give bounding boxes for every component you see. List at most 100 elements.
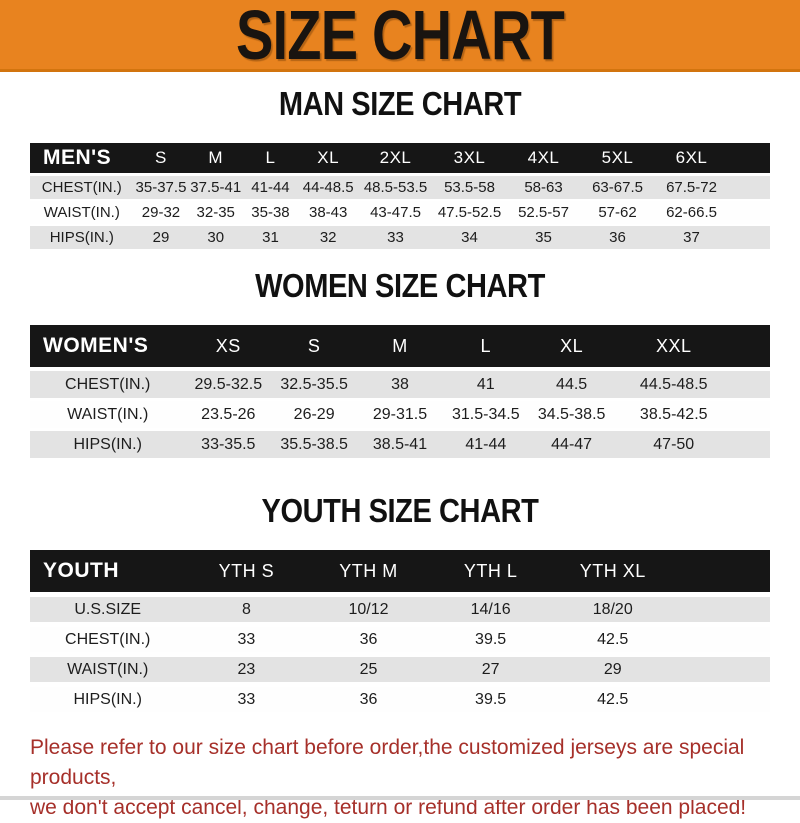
size-value-cell: 37 — [683, 229, 700, 246]
size-value-cell: 33 — [387, 229, 404, 246]
size-value-cell: 39.5 — [475, 630, 507, 648]
women-size-section: WOMEN SIZE CHART WOMEN'S XS S M L XL XXL CHEST(… — [0, 267, 800, 458]
size-column-header: YTH S — [218, 560, 275, 581]
women-section-heading: WOMEN SIZE CHART — [255, 267, 545, 304]
size-value-cell: 35.5-38.5 — [280, 435, 348, 453]
size-value-cell: 35-37.5 — [135, 179, 187, 196]
size-value-cell: 47-50 — [653, 435, 695, 453]
table-row: CHEST(IN.) 29.5-32.5 32.5-35.5 38 41 44.5 44.5… — [30, 371, 770, 398]
size-column-header: 5XL — [601, 148, 634, 167]
man-size-section: MAN SIZE CHART MEN'S S M L XL 2XL 3XL 4XL 5XL 6XL… — [0, 85, 800, 249]
man-section-heading: MAN SIZE CHART — [278, 85, 522, 122]
size-value-cell: 29.5-32.5 — [194, 375, 263, 393]
size-value-cell: 41-44 — [251, 179, 290, 196]
size-value-cell: 67.5-72 — [666, 179, 717, 196]
table-row: HIPS(IN.) 33-35.5 35.5-38.5 38.5-41 41-44 44-… — [30, 431, 770, 458]
notice-line-1: Please refer to our size chart before or… — [30, 736, 745, 789]
size-chart-banner: SIZE CHART — [0, 0, 800, 72]
size-column-header: 2XL — [379, 148, 412, 167]
row-label: HIPS(IN.) — [49, 229, 114, 246]
size-value-cell: 37.5-41 — [190, 179, 242, 196]
size-column-header: L — [480, 335, 492, 356]
size-chart-body: MAN SIZE CHART MEN'S S M L XL 2XL 3XL 4XL 5XL 6XL… — [0, 85, 800, 823]
size-value-cell: 44-48.5 — [302, 179, 354, 196]
size-value-cell: 36 — [609, 229, 626, 246]
youth-section-heading: YOUTH SIZE CHART — [261, 492, 539, 529]
size-column-header: L — [265, 148, 276, 167]
size-column-header: 4XL — [527, 148, 560, 167]
size-value-cell: 32 — [319, 229, 337, 246]
bottom-edge-line — [0, 796, 800, 800]
size-value-cell: 18/20 — [592, 600, 633, 618]
table-header-row: MEN'S S M L XL 2XL 3XL 4XL 5XL 6XL — [30, 143, 770, 173]
footer-notice: Please refer to our size chart before or… — [0, 733, 800, 823]
size-value-cell: 52.5-57 — [518, 204, 569, 221]
size-value-cell: 25 — [359, 660, 378, 678]
size-column-header: S — [307, 335, 321, 356]
size-value-cell: 39.5 — [475, 690, 507, 708]
size-value-cell: 27 — [481, 660, 500, 678]
table-row: CHEST(IN.) 35-37.5 37.5-41 41-44 44-48.5 48.5… — [30, 176, 770, 199]
size-value-cell: 42.5 — [597, 690, 629, 708]
size-value-cell: 35 — [535, 229, 552, 246]
size-column-header: 6XL — [675, 148, 708, 167]
size-value-cell: 41-44 — [465, 435, 507, 453]
size-value-cell: 10/12 — [348, 600, 389, 618]
youth-size-table: YOUTH YTH S YTH M YTH L YTH XL U.S.SIZE 8 10/12… — [30, 550, 770, 712]
size-value-cell: 29 — [603, 660, 622, 678]
size-column-header: YTH XL — [579, 560, 646, 581]
row-label: CHEST(IN.) — [65, 375, 151, 393]
size-value-cell: 34 — [461, 229, 478, 246]
size-value-cell: 44.5 — [556, 375, 588, 393]
size-value-cell: 32-35 — [196, 204, 235, 221]
size-value-cell: 23 — [237, 660, 256, 678]
row-label: CHEST(IN.) — [65, 630, 151, 648]
size-column-header: XL — [317, 148, 340, 167]
size-column-header: YTH M — [339, 560, 398, 581]
table-corner-label: WOMEN'S — [43, 334, 149, 357]
size-column-header: XXL — [655, 335, 692, 356]
size-column-header: M — [392, 335, 408, 356]
row-label: WAIST(IN.) — [67, 405, 149, 423]
size-value-cell: 38.5-41 — [372, 435, 428, 453]
size-value-cell: 31 — [262, 229, 279, 246]
size-value-cell: 33 — [237, 630, 256, 648]
table-row: WAIST(IN.) 23.5-26 26-29 29-31.5 31.5-34.5 34… — [30, 401, 770, 428]
size-value-cell: 47.5-52.5 — [437, 204, 502, 221]
size-value-cell: 38 — [391, 375, 409, 393]
women-size-table: WOMEN'S XS S M L XL XXL CHEST(IN.) 29.5-32.5 32.5… — [30, 325, 770, 458]
size-value-cell: 53.5-58 — [444, 179, 495, 196]
size-value-cell: 36 — [359, 630, 378, 648]
size-value-cell: 32.5-35.5 — [280, 375, 348, 393]
men-size-table: MEN'S S M L XL 2XL 3XL 4XL 5XL 6XL CHEST(IN.) 35-37… — [30, 143, 770, 249]
table-row: WAIST(IN.) 29-32 32-35 35-38 38-43 43-47.5 47.… — [30, 201, 770, 224]
size-value-cell: 57-62 — [598, 204, 637, 221]
size-value-cell: 33-35.5 — [201, 435, 256, 453]
row-label: CHEST(IN.) — [41, 179, 122, 196]
table-header-row: WOMEN'S XS S M L XL XXL — [30, 325, 770, 367]
size-value-cell: 41 — [476, 375, 495, 393]
size-value-cell: 38.5-42.5 — [639, 405, 708, 423]
table-row: CHEST(IN.) 33 36 39.5 42.5 — [30, 627, 770, 652]
table-row: HIPS(IN.) 29 30 31 32 33 34 35 36 37 — [30, 226, 770, 249]
size-value-cell: 42.5 — [597, 630, 629, 648]
size-column-header: M — [208, 148, 224, 167]
size-value-cell: 62-66.5 — [666, 204, 717, 221]
size-value-cell: 8 — [241, 600, 251, 618]
size-value-cell: 33 — [237, 690, 256, 708]
table-row: WAIST(IN.) 23 25 27 29 — [30, 657, 770, 682]
row-label: WAIST(IN.) — [67, 660, 149, 678]
size-value-cell: 44-47 — [551, 435, 593, 453]
row-label: HIPS(IN.) — [73, 690, 142, 708]
table-corner-label: MEN'S — [43, 146, 112, 169]
row-label: HIPS(IN.) — [73, 435, 142, 453]
youth-size-section: YOUTH SIZE CHART YOUTH YTH S YTH M YTH L YTH… — [0, 492, 800, 712]
size-value-cell: 44.5-48.5 — [639, 375, 708, 393]
size-value-cell: 58-63 — [524, 179, 563, 196]
size-value-cell: 48.5-53.5 — [363, 179, 428, 196]
size-value-cell: 63-67.5 — [592, 179, 643, 196]
size-value-cell: 38-43 — [308, 204, 348, 221]
table-row: HIPS(IN.) 33 36 39.5 42.5 — [30, 687, 770, 712]
table-header-row: YOUTH YTH S YTH M YTH L YTH XL — [30, 550, 770, 592]
size-value-cell: 31.5-34.5 — [451, 405, 520, 423]
